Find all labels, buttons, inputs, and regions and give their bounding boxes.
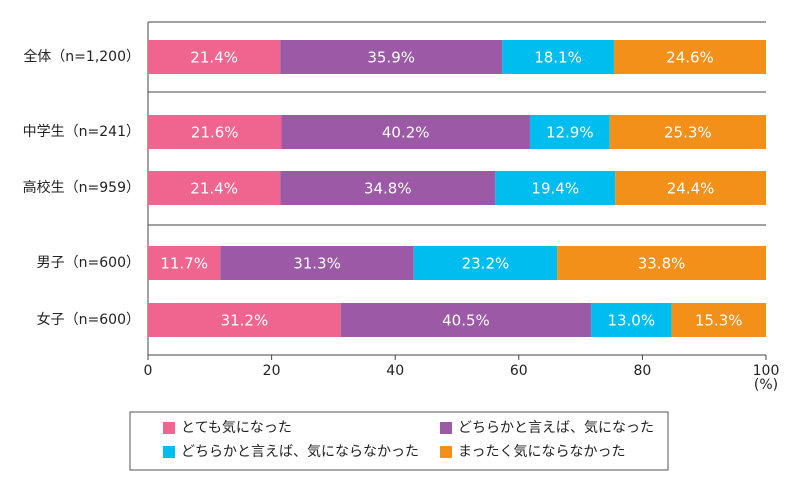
bar-segment (280, 40, 503, 74)
data-label: 25.3% (664, 124, 712, 142)
bar-segment (613, 40, 766, 74)
bar-segment (529, 115, 610, 149)
bar-segment (671, 303, 766, 337)
bar-segment (413, 246, 558, 280)
y-tick-label: 全体（n=1,200） (23, 48, 140, 65)
data-label: 11.7% (160, 255, 208, 273)
data-label: 23.2% (462, 255, 510, 273)
bar-segment (148, 40, 281, 74)
x-tick-label: 0 (144, 363, 153, 379)
data-label: 40.2% (382, 124, 430, 142)
y-tick-label: 高校生（n=959） (23, 179, 140, 196)
legend-swatch (163, 446, 175, 458)
x-tick-label: 20 (263, 363, 281, 379)
bar-segment (609, 115, 766, 149)
data-label: 34.8% (364, 180, 412, 198)
bar-segment (148, 303, 341, 337)
data-label: 13.0% (607, 312, 655, 330)
x-tick-label: 80 (633, 363, 651, 379)
bar-segment (615, 171, 766, 205)
bar-segment (557, 246, 766, 280)
bar-segment (281, 115, 530, 149)
legend-swatch (163, 422, 175, 434)
data-label: 15.3% (695, 312, 743, 330)
data-label: 21.6% (191, 124, 239, 142)
x-tick-label: 40 (386, 363, 404, 379)
legend-swatch (440, 446, 452, 458)
y-tick-label: 女子（n=600） (37, 311, 140, 328)
bar-segment (502, 40, 614, 74)
bar-segment (148, 115, 282, 149)
data-label: 35.9% (367, 49, 415, 67)
x-tick-label: 60 (510, 363, 528, 379)
x-tick-label: 100 (753, 363, 780, 379)
legend-label: どちらかと言えば、気になった (458, 420, 654, 436)
bar-segment (148, 246, 221, 280)
data-label: 21.4% (190, 49, 238, 67)
data-label: 19.4% (531, 180, 579, 198)
data-label: 24.6% (666, 49, 714, 67)
bar-segment (148, 171, 281, 205)
bar-segment (591, 303, 672, 337)
data-label: 31.2% (221, 312, 269, 330)
data-label: 18.1% (534, 49, 582, 67)
legend (129, 411, 669, 471)
y-tick-label: 男子（n=600） (37, 255, 140, 271)
data-label: 40.5% (442, 312, 490, 330)
x-axis-unit: (%) (754, 377, 778, 393)
legend-label: とても気になった (181, 420, 292, 436)
bar-segment (495, 171, 616, 205)
bar-segment (340, 303, 592, 337)
legend-swatch (440, 422, 452, 434)
legend-label: まったく気にならなかった (458, 444, 625, 460)
y-tick-label: 中学生（n=241） (23, 124, 140, 140)
data-label: 24.4% (667, 180, 715, 198)
data-label: 21.4% (190, 180, 238, 198)
data-label: 31.3% (293, 255, 341, 273)
legend-label: どちらかと言えば、気にならなかった (181, 444, 419, 460)
bar-segment (220, 246, 414, 280)
data-label: 12.9% (546, 124, 594, 142)
data-label: 33.8% (638, 255, 686, 273)
bar-segment (280, 171, 496, 205)
